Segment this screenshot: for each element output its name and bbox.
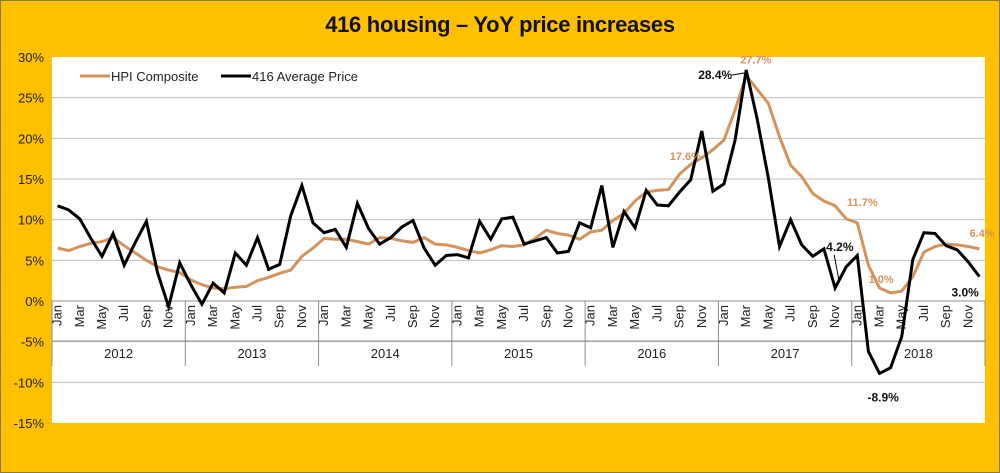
legend-label-416-average-price: 416 Average Price <box>252 69 358 84</box>
month-label: Mar <box>738 304 753 327</box>
month-label: May <box>627 305 642 330</box>
month-label: Jul <box>516 305 531 322</box>
month-label: Jan <box>183 305 198 326</box>
y-tick-label: 10% <box>18 213 44 228</box>
month-label: Jan <box>849 305 864 326</box>
month-label: Sep <box>538 305 553 328</box>
month-label: May <box>760 305 775 330</box>
data-label: 6.4% <box>969 228 994 240</box>
month-label: Nov <box>827 305 842 329</box>
year-label: 2014 <box>371 346 400 361</box>
month-label: Sep <box>938 305 953 328</box>
y-tick-label: 25% <box>18 91 44 106</box>
month-label: Nov <box>161 305 176 329</box>
month-label: Sep <box>138 305 153 328</box>
month-label: May <box>494 305 509 330</box>
month-label: Nov <box>294 305 309 329</box>
month-label: Jan <box>716 305 731 326</box>
leader-line <box>833 254 840 281</box>
data-label: 4.2% <box>826 240 854 254</box>
month-label: Mar <box>205 304 220 327</box>
year-label: 2015 <box>504 346 533 361</box>
year-label: 2012 <box>104 346 133 361</box>
y-tick-label: 15% <box>18 172 44 187</box>
month-label: May <box>94 305 109 330</box>
plot-area <box>52 57 985 423</box>
month-label: May <box>227 305 242 330</box>
data-label: 1.0% <box>869 274 894 286</box>
month-label: Mar <box>605 304 620 327</box>
data-label: 17.6% <box>670 151 701 163</box>
series-line-416-average-price <box>57 69 981 376</box>
month-label: Sep <box>672 305 687 328</box>
month-label: Jul <box>783 305 798 322</box>
month-label: Jan <box>50 305 65 326</box>
month-label: May <box>361 305 376 330</box>
year-label: 2013 <box>237 346 266 361</box>
data-label: -8.9% <box>867 390 899 404</box>
chart-title: 416 housing – YoY price increases <box>325 12 675 37</box>
month-label: Mar <box>72 304 87 327</box>
leader-line <box>732 72 745 76</box>
month-label: Jan <box>449 305 464 326</box>
month-label: Mar <box>871 304 886 327</box>
legend-label-hpi-composite: HPI Composite <box>111 69 198 84</box>
data-label: 11.7% <box>847 197 878 209</box>
year-label: 2018 <box>904 346 933 361</box>
y-tick-label: 30% <box>18 50 44 65</box>
month-label: Jul <box>383 305 398 322</box>
month-label: Jul <box>916 305 931 322</box>
y-tick-label: 5% <box>25 253 44 268</box>
data-label: 3.0% <box>951 286 979 300</box>
month-label: Nov <box>694 305 709 329</box>
month-label: Nov <box>560 305 575 329</box>
data-label: 28.4% <box>698 68 732 82</box>
data-labels: 28.4% 27.7% 17.6% 11.7% 4.2% 1.0% -8.9% 6.4% 3.0… <box>670 55 995 405</box>
y-axis: 30% 25% 20% 15% 10% 5% 0% -5% -10% -15% <box>14 50 45 431</box>
year-label: 2016 <box>637 346 666 361</box>
month-label: Jul <box>649 305 664 322</box>
y-tick-label: -15% <box>14 416 45 431</box>
month-label: Jan <box>583 305 598 326</box>
month-label: Nov <box>960 305 975 329</box>
month-label: Jul <box>249 305 264 322</box>
series-layer <box>57 69 981 376</box>
month-label: Sep <box>805 305 820 328</box>
month-label: Mar <box>472 304 487 327</box>
y-tick-label: -5% <box>21 335 45 350</box>
data-label: 27.7% <box>740 55 771 67</box>
gridlines <box>52 97 985 383</box>
month-label: Sep <box>405 305 420 328</box>
y-tick-label: 0% <box>25 294 44 309</box>
month-label: Mar <box>338 304 353 327</box>
y-tick-label: 20% <box>18 131 44 146</box>
month-label: Sep <box>272 305 287 328</box>
y-tick-label: -10% <box>14 375 45 390</box>
month-label: Jul <box>116 305 131 322</box>
month-label: Nov <box>427 305 442 329</box>
legend: HPI Composite 416 Average Price <box>80 69 358 84</box>
month-label: Jan <box>316 305 331 326</box>
year-label: 2017 <box>771 346 800 361</box>
